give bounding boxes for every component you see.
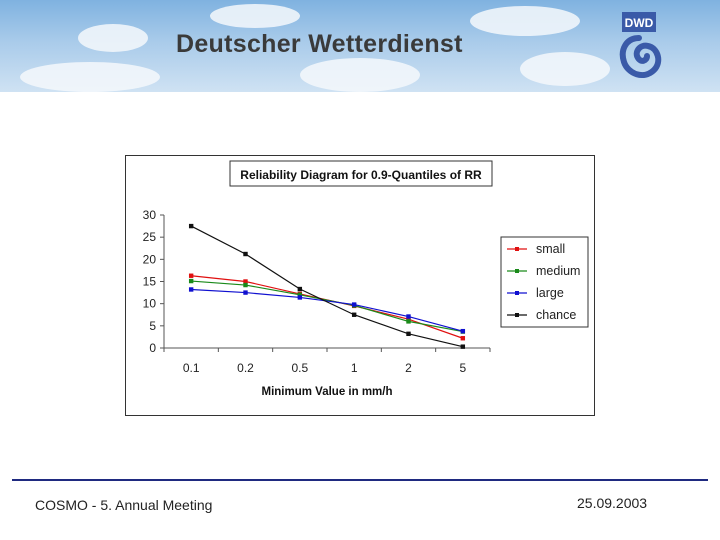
cloud xyxy=(78,24,148,52)
y-tick-label: 5 xyxy=(149,319,156,333)
series-line-small xyxy=(191,275,464,339)
data-point-small xyxy=(460,336,466,341)
data-point-large xyxy=(460,328,466,334)
x-tick-label: 0.1 xyxy=(183,361,200,375)
organization-title: Deutscher Wetterdienst xyxy=(176,30,463,58)
legend-label-large: large xyxy=(536,286,564,300)
cloud xyxy=(300,58,420,92)
chart-title-box xyxy=(229,160,493,187)
x-axis-label: Minimum Value in mm/h xyxy=(262,386,393,398)
header-banner: Deutscher Wetterdienst DWD xyxy=(0,0,720,92)
legend-marker-large xyxy=(515,291,519,295)
legend-label-medium: medium xyxy=(536,264,580,278)
data-point-chance xyxy=(188,223,194,229)
logo-text: DWD xyxy=(625,16,654,30)
cloud xyxy=(470,6,580,36)
series-line-large xyxy=(191,288,463,332)
legend-box xyxy=(500,236,589,328)
dwd-logo: DWD xyxy=(619,12,662,79)
data-point-small xyxy=(243,279,248,284)
reliability-chart: Reliability Diagram for 0.9-Quantiles of… xyxy=(143,160,589,398)
data-point-small xyxy=(406,316,411,322)
legend-label-chance: chance xyxy=(536,308,576,322)
series-line-medium xyxy=(191,280,463,333)
y-tick-label: 30 xyxy=(143,208,157,222)
data-point-large xyxy=(297,295,303,300)
data-point-medium xyxy=(188,278,194,284)
footer-event: COSMO - 5. Annual Meeting xyxy=(35,497,213,513)
chart-title: Reliability Diagram for 0.9-Quantiles of… xyxy=(240,168,482,182)
y-tick-label: 15 xyxy=(143,275,157,289)
legend-marker-chance xyxy=(515,313,519,317)
data-point-chance xyxy=(351,312,357,317)
x-tick-label: 1 xyxy=(351,361,358,375)
legend-marker-medium xyxy=(515,269,519,273)
footer-date: 25.09.2003 xyxy=(577,495,648,511)
chart-container: Reliability Diagram for 0.9-Quantiles of… xyxy=(125,155,595,416)
x-tick-label: 0.5 xyxy=(291,361,308,375)
cloud xyxy=(20,62,160,92)
data-point-large xyxy=(188,287,194,292)
data-point-chance xyxy=(460,344,466,349)
x-tick-label: 0.2 xyxy=(237,361,254,375)
legend-label-small: small xyxy=(536,242,565,256)
data-point-medium xyxy=(243,282,248,288)
x-tick-label: 5 xyxy=(459,361,466,375)
x-tick-label: 2 xyxy=(405,361,412,375)
data-point-chance xyxy=(297,286,303,292)
data-point-large xyxy=(351,302,357,307)
cloud xyxy=(520,52,610,86)
data-point-medium xyxy=(297,292,303,297)
data-point-large xyxy=(243,290,248,295)
legend-marker-small xyxy=(515,247,519,251)
y-tick-label: 20 xyxy=(143,252,157,266)
series-line-chance xyxy=(190,225,463,348)
y-tick-label: 0 xyxy=(149,341,156,355)
y-tick-label: 10 xyxy=(143,297,157,311)
footer-divider xyxy=(12,479,708,481)
cloud xyxy=(210,4,300,28)
data-point-large xyxy=(406,314,411,319)
data-point-chance xyxy=(406,331,411,337)
data-point-chance xyxy=(243,251,248,257)
data-point-small xyxy=(188,273,194,278)
data-point-medium xyxy=(406,319,411,324)
y-tick-label: 25 xyxy=(143,230,157,244)
